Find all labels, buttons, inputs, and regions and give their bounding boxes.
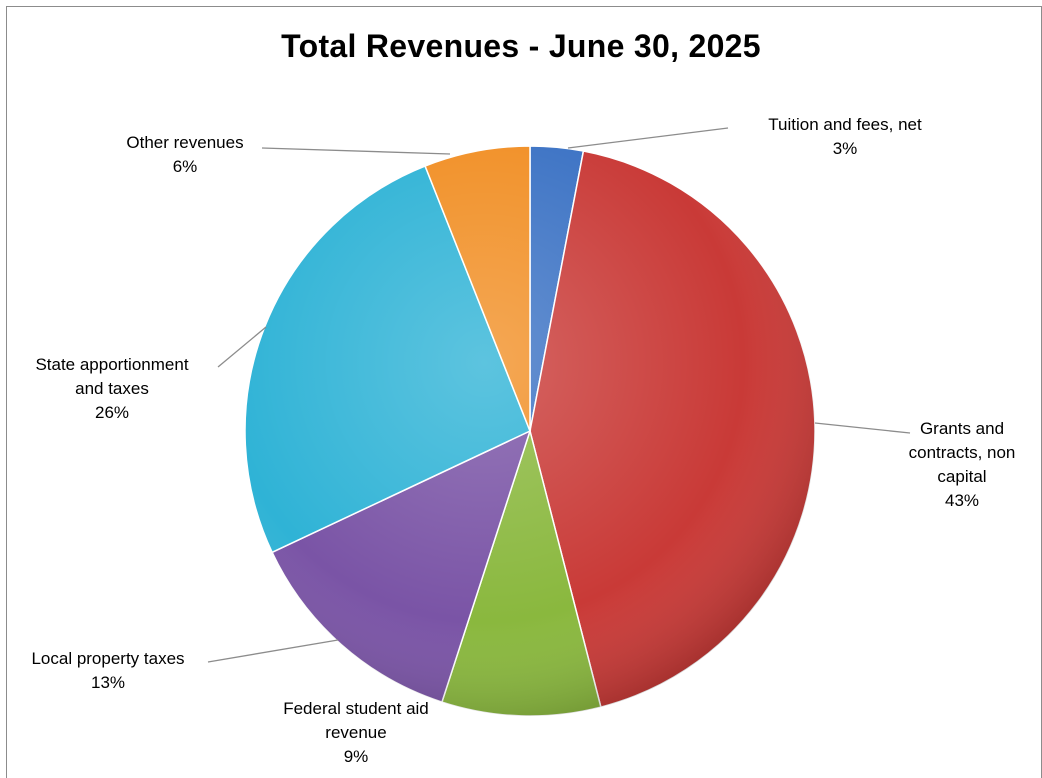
slice-label-2: Grants and contracts, non capital 43%: [909, 419, 1016, 510]
slice-label-5: State apportionment and taxes 26%: [35, 355, 188, 422]
leader-line-5: [217, 326, 267, 368]
slice-label-6: Other revenues 6%: [126, 133, 243, 176]
leader-lines: [207, 127, 911, 663]
leader-line-2: [814, 422, 911, 434]
leader-line-6: [261, 147, 451, 155]
slice-label-3: Federal student aid revenue 9%: [283, 699, 429, 766]
pie-slices: [244, 145, 816, 717]
leader-line-1: [567, 127, 729, 149]
slice-label-1: Tuition and fees, net 3%: [768, 115, 922, 158]
leader-line-4: [207, 639, 339, 663]
slice-label-4: Local property taxes 13%: [31, 649, 184, 692]
chart-title: Total Revenues - June 30, 2025: [281, 28, 761, 64]
slice-labels: Tuition and fees, net 3% Grants and contrac…: [31, 115, 1015, 766]
